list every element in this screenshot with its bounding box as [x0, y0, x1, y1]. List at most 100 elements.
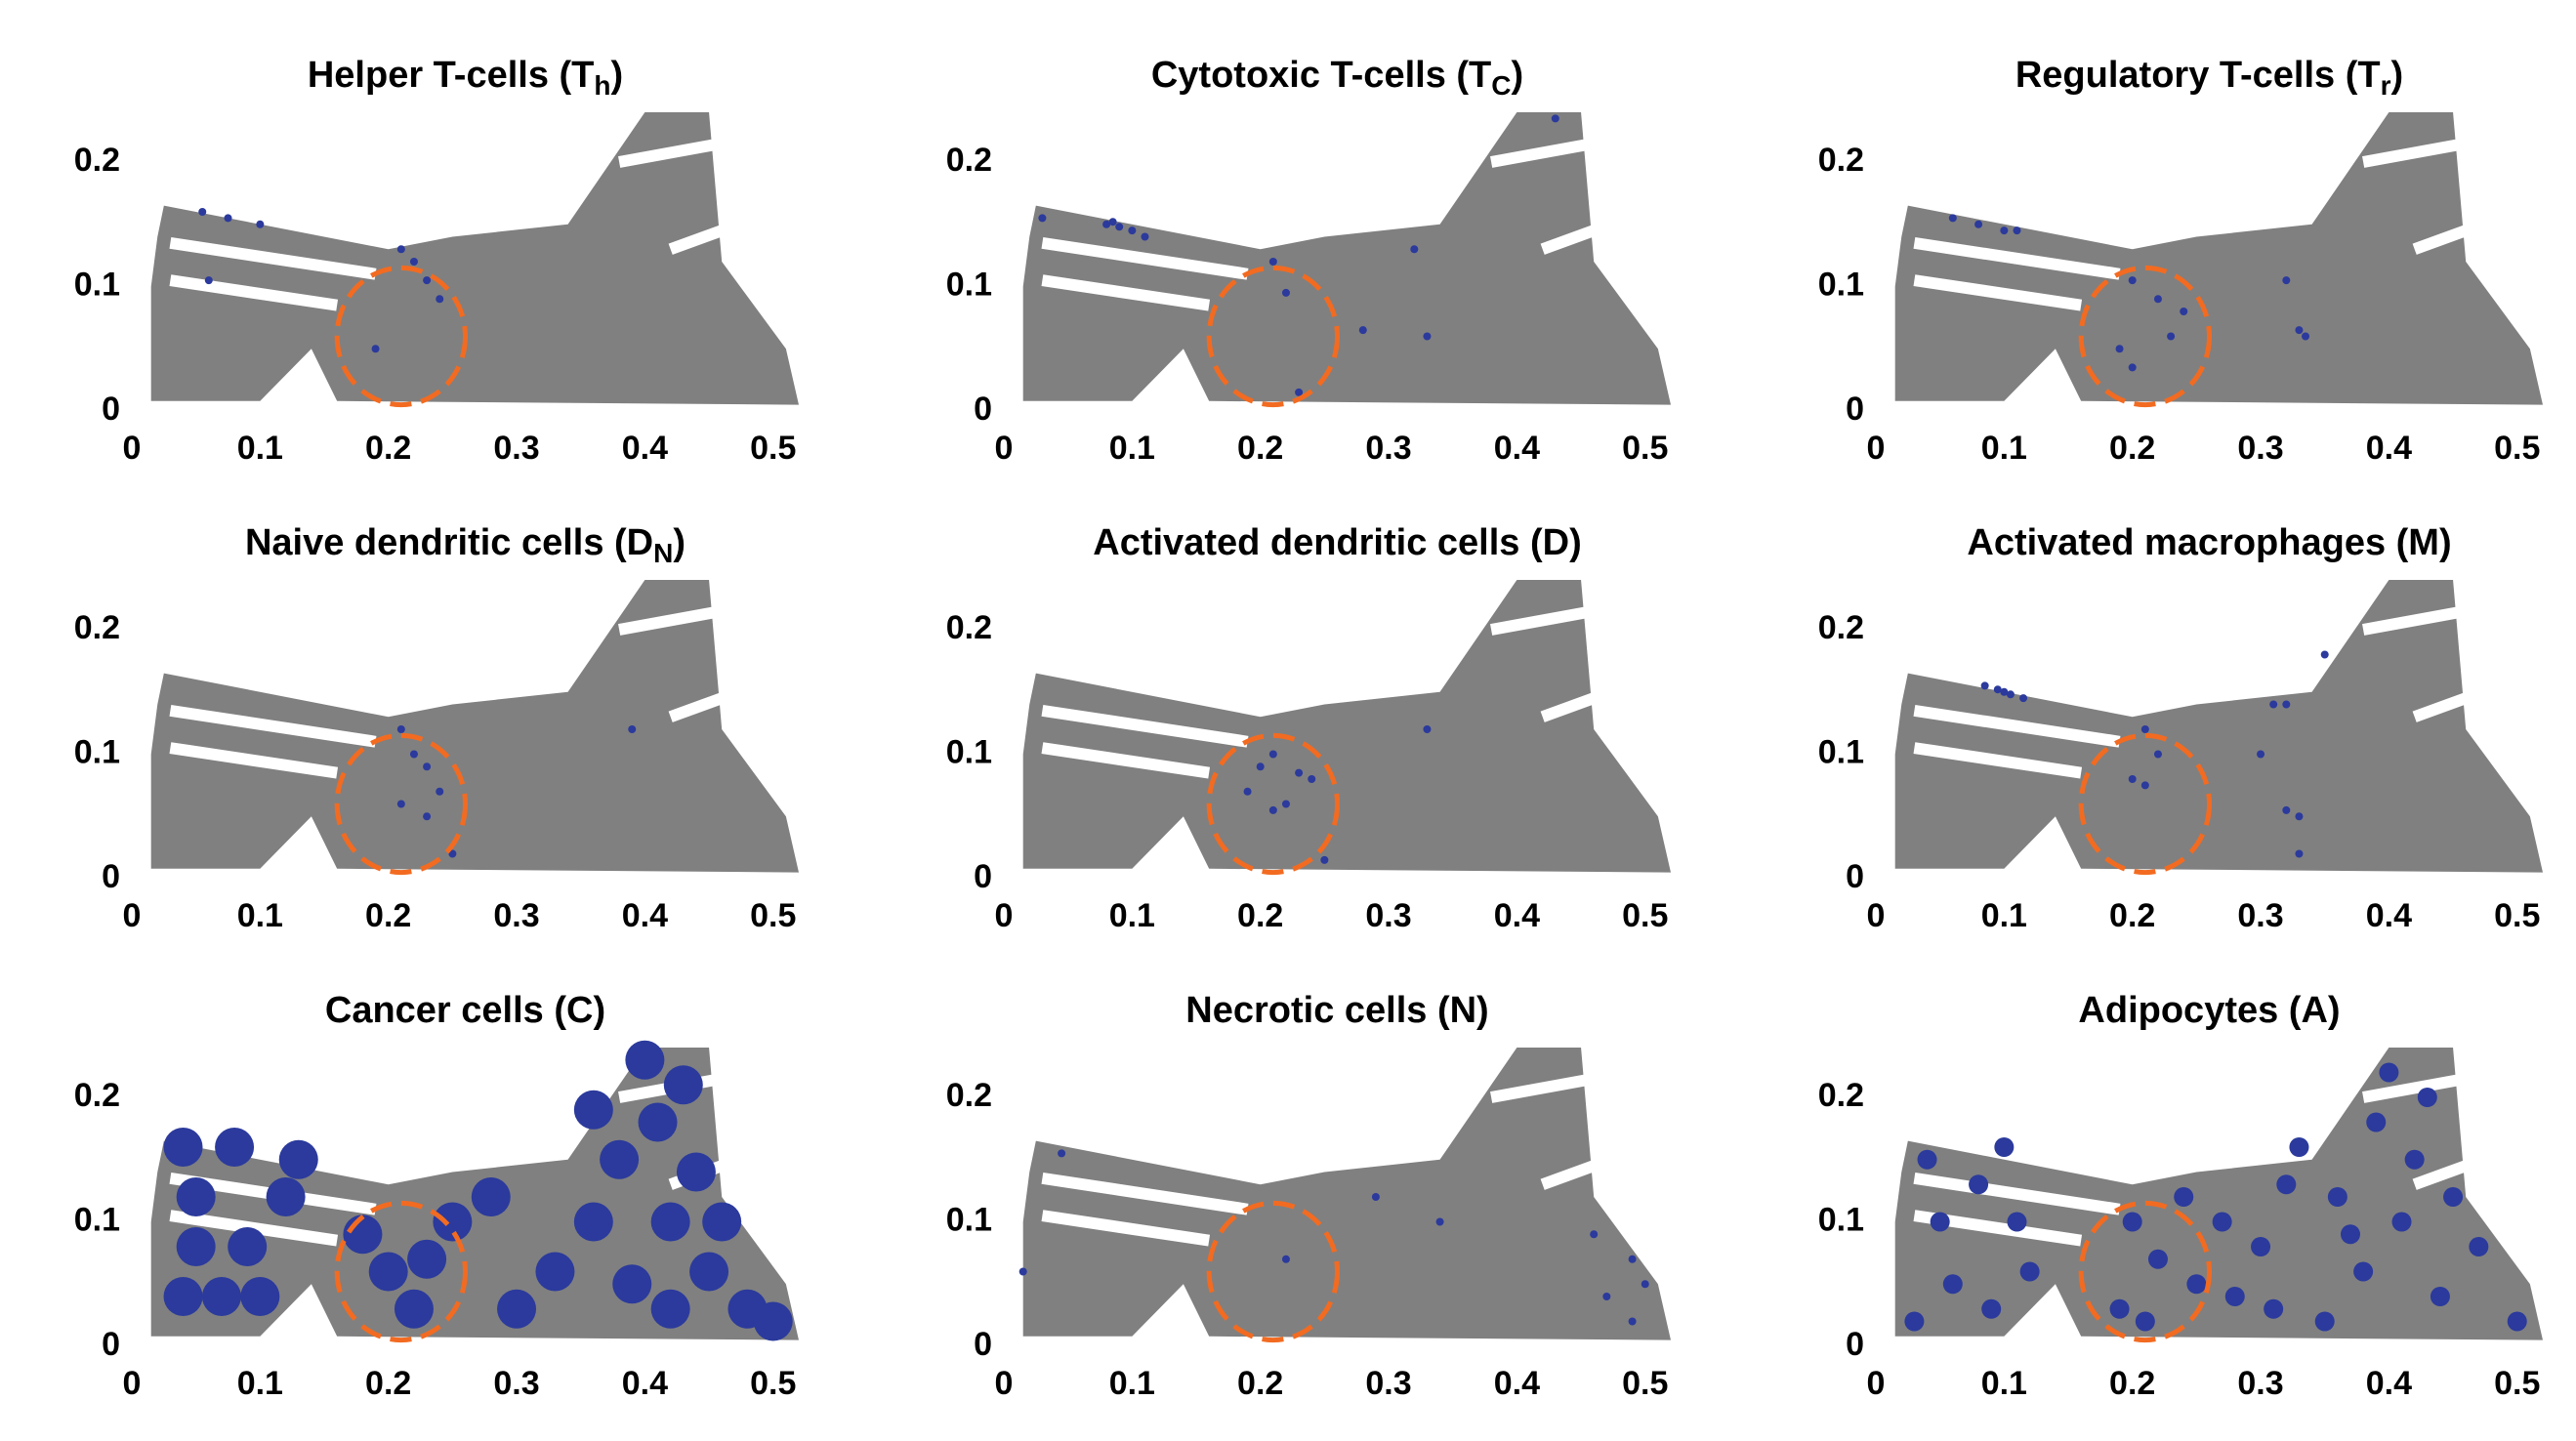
- y-tick-label: 0.1: [946, 266, 992, 303]
- tissue-gap: [1041, 1210, 1211, 1247]
- cell-point: [573, 1202, 613, 1242]
- x-tick-label: 0.4: [1494, 1365, 1540, 1402]
- cell-point: [2295, 812, 2304, 821]
- cell-point: [2289, 1137, 2309, 1157]
- cell-point: [612, 1264, 652, 1304]
- x-tick-label: 0: [995, 1365, 1014, 1402]
- cell-point: [2417, 1088, 2437, 1107]
- cell-point: [1320, 855, 1329, 864]
- x-tick-label: 0.1: [1109, 430, 1155, 467]
- cell-point: [1102, 220, 1111, 228]
- x-tick-label: 0.1: [237, 1365, 283, 1402]
- x-tick-label: 0: [1867, 1365, 1886, 1402]
- title-part: ): [611, 55, 624, 96]
- cell-point: [2320, 650, 2329, 659]
- cell-point: [1268, 750, 1277, 759]
- title-part: Cytotoxic T-cells (T: [1151, 55, 1491, 96]
- cell-point: [224, 214, 232, 223]
- cell-point: [2404, 1149, 2425, 1170]
- cell-point: [2006, 690, 2015, 699]
- x-tick-label: 0.3: [1365, 897, 1411, 934]
- cell-point: [2340, 1224, 2360, 1245]
- tissue-gap: [1041, 236, 1249, 280]
- panel-title: Adipocytes (A): [2078, 990, 2340, 1031]
- x-tick-label: 0.1: [1981, 430, 2027, 467]
- y-tick-label: 0: [102, 1326, 120, 1363]
- tissue-gap: [668, 674, 775, 722]
- tissue-gap: [169, 1210, 339, 1247]
- title-part: Naive dendritic cells (D: [245, 522, 653, 563]
- x-tick-label: 0.3: [493, 430, 539, 467]
- cell-point: [423, 762, 432, 771]
- tissue-gap: [169, 704, 377, 748]
- x-tick-label: 0.4: [622, 897, 668, 934]
- panel-title: Cytotoxic T-cells (TC): [1151, 55, 1523, 101]
- x-tick-label: 0.5: [750, 897, 796, 934]
- cell-point: [423, 812, 432, 821]
- highlight-ellipse: [334, 265, 469, 408]
- x-tick-label: 0.5: [2494, 430, 2540, 467]
- cell-point: [436, 787, 444, 796]
- cell-point: [1281, 1255, 1290, 1263]
- cell-point: [2128, 276, 2137, 285]
- cell-point: [2167, 332, 2176, 341]
- panel-title: Helper T-cells (Th): [308, 55, 623, 101]
- tissue-region: [150, 112, 800, 405]
- y-tick-label: 0: [1846, 1326, 1864, 1363]
- cell-point: [396, 800, 405, 808]
- panel: Naive dendritic cells (DN) 0 0.1 0.2 0.3 0.4 0…: [74, 522, 800, 934]
- cell-point: [497, 1289, 537, 1329]
- panel: Activated macrophages (M) 0 0.1 0.2 0.3 0.4 0.…: [1818, 522, 2543, 934]
- y-tick-label: 0: [974, 391, 992, 428]
- cell-point: [1942, 1274, 1963, 1295]
- x-tick-label: 0.3: [2237, 430, 2283, 467]
- title-subscript: r: [2381, 70, 2391, 101]
- x-tick-label: 0: [123, 897, 142, 934]
- cell-point: [198, 208, 207, 216]
- title-part: ): [2391, 55, 2404, 96]
- tissue-gap: [1041, 1172, 1249, 1215]
- y-tick-label: 0.1: [1818, 266, 1864, 303]
- cell-point: [1295, 768, 1304, 777]
- highlight-ellipse: [334, 732, 469, 876]
- cell-point: [2269, 700, 2278, 709]
- x-tick-label: 0.3: [2237, 897, 2283, 934]
- title-part: Activated dendritic cells (D): [1093, 522, 1581, 563]
- title-subscript: N: [653, 538, 673, 568]
- x-tick-label: 0.3: [493, 897, 539, 934]
- cell-point: [2507, 1311, 2527, 1332]
- cell-point: [2007, 1212, 2027, 1232]
- cell-point: [163, 1277, 203, 1316]
- tissue-region: [1894, 112, 2543, 405]
- x-tick-label: 0.5: [2494, 897, 2540, 934]
- cell-point: [2295, 326, 2304, 335]
- tissue-gap: [2412, 1141, 2519, 1190]
- cell-point: [394, 1289, 434, 1329]
- cell-point: [2353, 1261, 2374, 1282]
- tissue-gap: [2362, 1072, 2468, 1103]
- cell-point: [409, 258, 418, 266]
- x-tick-label: 0.3: [1365, 1365, 1411, 1402]
- cell-point: [2257, 750, 2265, 759]
- y-tick-label: 0.1: [74, 1201, 120, 1238]
- cell-point: [2327, 1187, 2347, 1207]
- cell-point: [650, 1202, 690, 1242]
- cell-point: [2251, 1237, 2271, 1256]
- x-tick-label: 0.4: [622, 1365, 668, 1402]
- cell-point: [2302, 332, 2310, 341]
- panel: Cancer cells (C) 0 0.1 0.2 0.3 0.4 0.5 0 0.1 0.2: [74, 990, 800, 1402]
- cell-point: [2115, 345, 2124, 353]
- cell-point: [433, 1202, 473, 1242]
- cell-point: [676, 1152, 716, 1192]
- cell-point: [2295, 849, 2304, 858]
- y-tick-label: 0: [974, 1326, 992, 1363]
- x-tick-label: 0: [1867, 430, 1886, 467]
- highlight-ellipse: [1206, 1200, 1340, 1343]
- x-tick-label: 0.4: [2366, 1365, 2412, 1402]
- highlight-ellipse: [2078, 265, 2212, 408]
- cell-point: [1969, 1174, 1989, 1195]
- panel-title: Regulatory T-cells (Tr): [2015, 55, 2403, 101]
- cell-point: [1371, 1193, 1380, 1201]
- x-tick-label: 0.1: [237, 430, 283, 467]
